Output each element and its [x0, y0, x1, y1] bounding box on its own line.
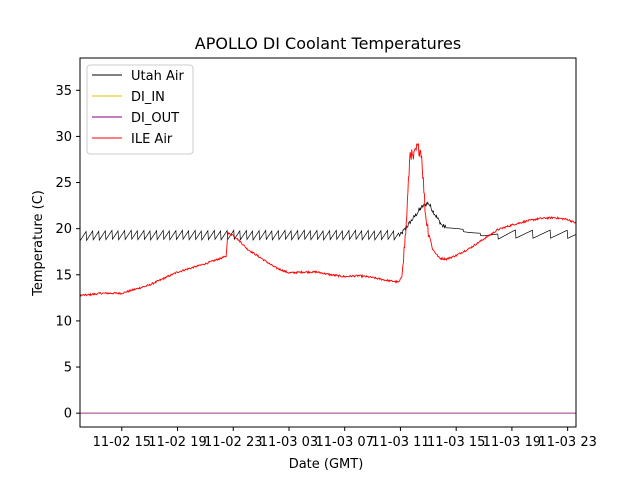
- y-tick-label: 25: [55, 176, 72, 191]
- y-tick-label: 10: [55, 314, 72, 329]
- x-tick-label: 11-03 19: [483, 435, 541, 450]
- x-axis-label: Date (GMT): [289, 457, 364, 472]
- x-tick-label: 11-03 23: [538, 435, 596, 450]
- y-tick-label: 0: [64, 407, 72, 422]
- x-tick-label: 11-02 15: [93, 435, 151, 450]
- legend-label: ILE Air: [131, 132, 173, 147]
- legend: Utah Air DI_IN DI_OUT ILE Air: [86, 64, 194, 155]
- plot-frame: [79, 57, 577, 428]
- x-tick-label: 11-03 11: [371, 435, 429, 450]
- series-layer: [79, 143, 577, 414]
- y-axis-label: Temperature (C): [31, 190, 46, 297]
- x-tick-label: 11-03 07: [315, 435, 373, 450]
- legend-label: DI_IN: [131, 90, 165, 105]
- x-tick-label: 11-03 15: [427, 435, 485, 450]
- y-tick-label: 5: [64, 361, 72, 376]
- chart-title: APOLLO DI Coolant Temperatures: [195, 34, 461, 53]
- y-tick-label: 35: [55, 84, 72, 99]
- series-line-ile-air: [79, 143, 577, 298]
- legend-label: Utah Air: [131, 69, 184, 84]
- x-tick-label: 11-03 03: [260, 435, 318, 450]
- x-tick-label: 11-02 23: [204, 435, 262, 450]
- legend-box: [86, 64, 194, 155]
- y-tick-label: 30: [55, 130, 72, 145]
- y-tick-label: 20: [55, 222, 72, 237]
- x-tick-label: 11-02 19: [148, 435, 206, 450]
- series-line-utah-air: [79, 201, 577, 242]
- y-axis: 0 5 10 15 20 25 30 35: [55, 84, 80, 422]
- legend-label: DI_OUT: [131, 111, 179, 126]
- y-tick-label: 15: [55, 268, 72, 283]
